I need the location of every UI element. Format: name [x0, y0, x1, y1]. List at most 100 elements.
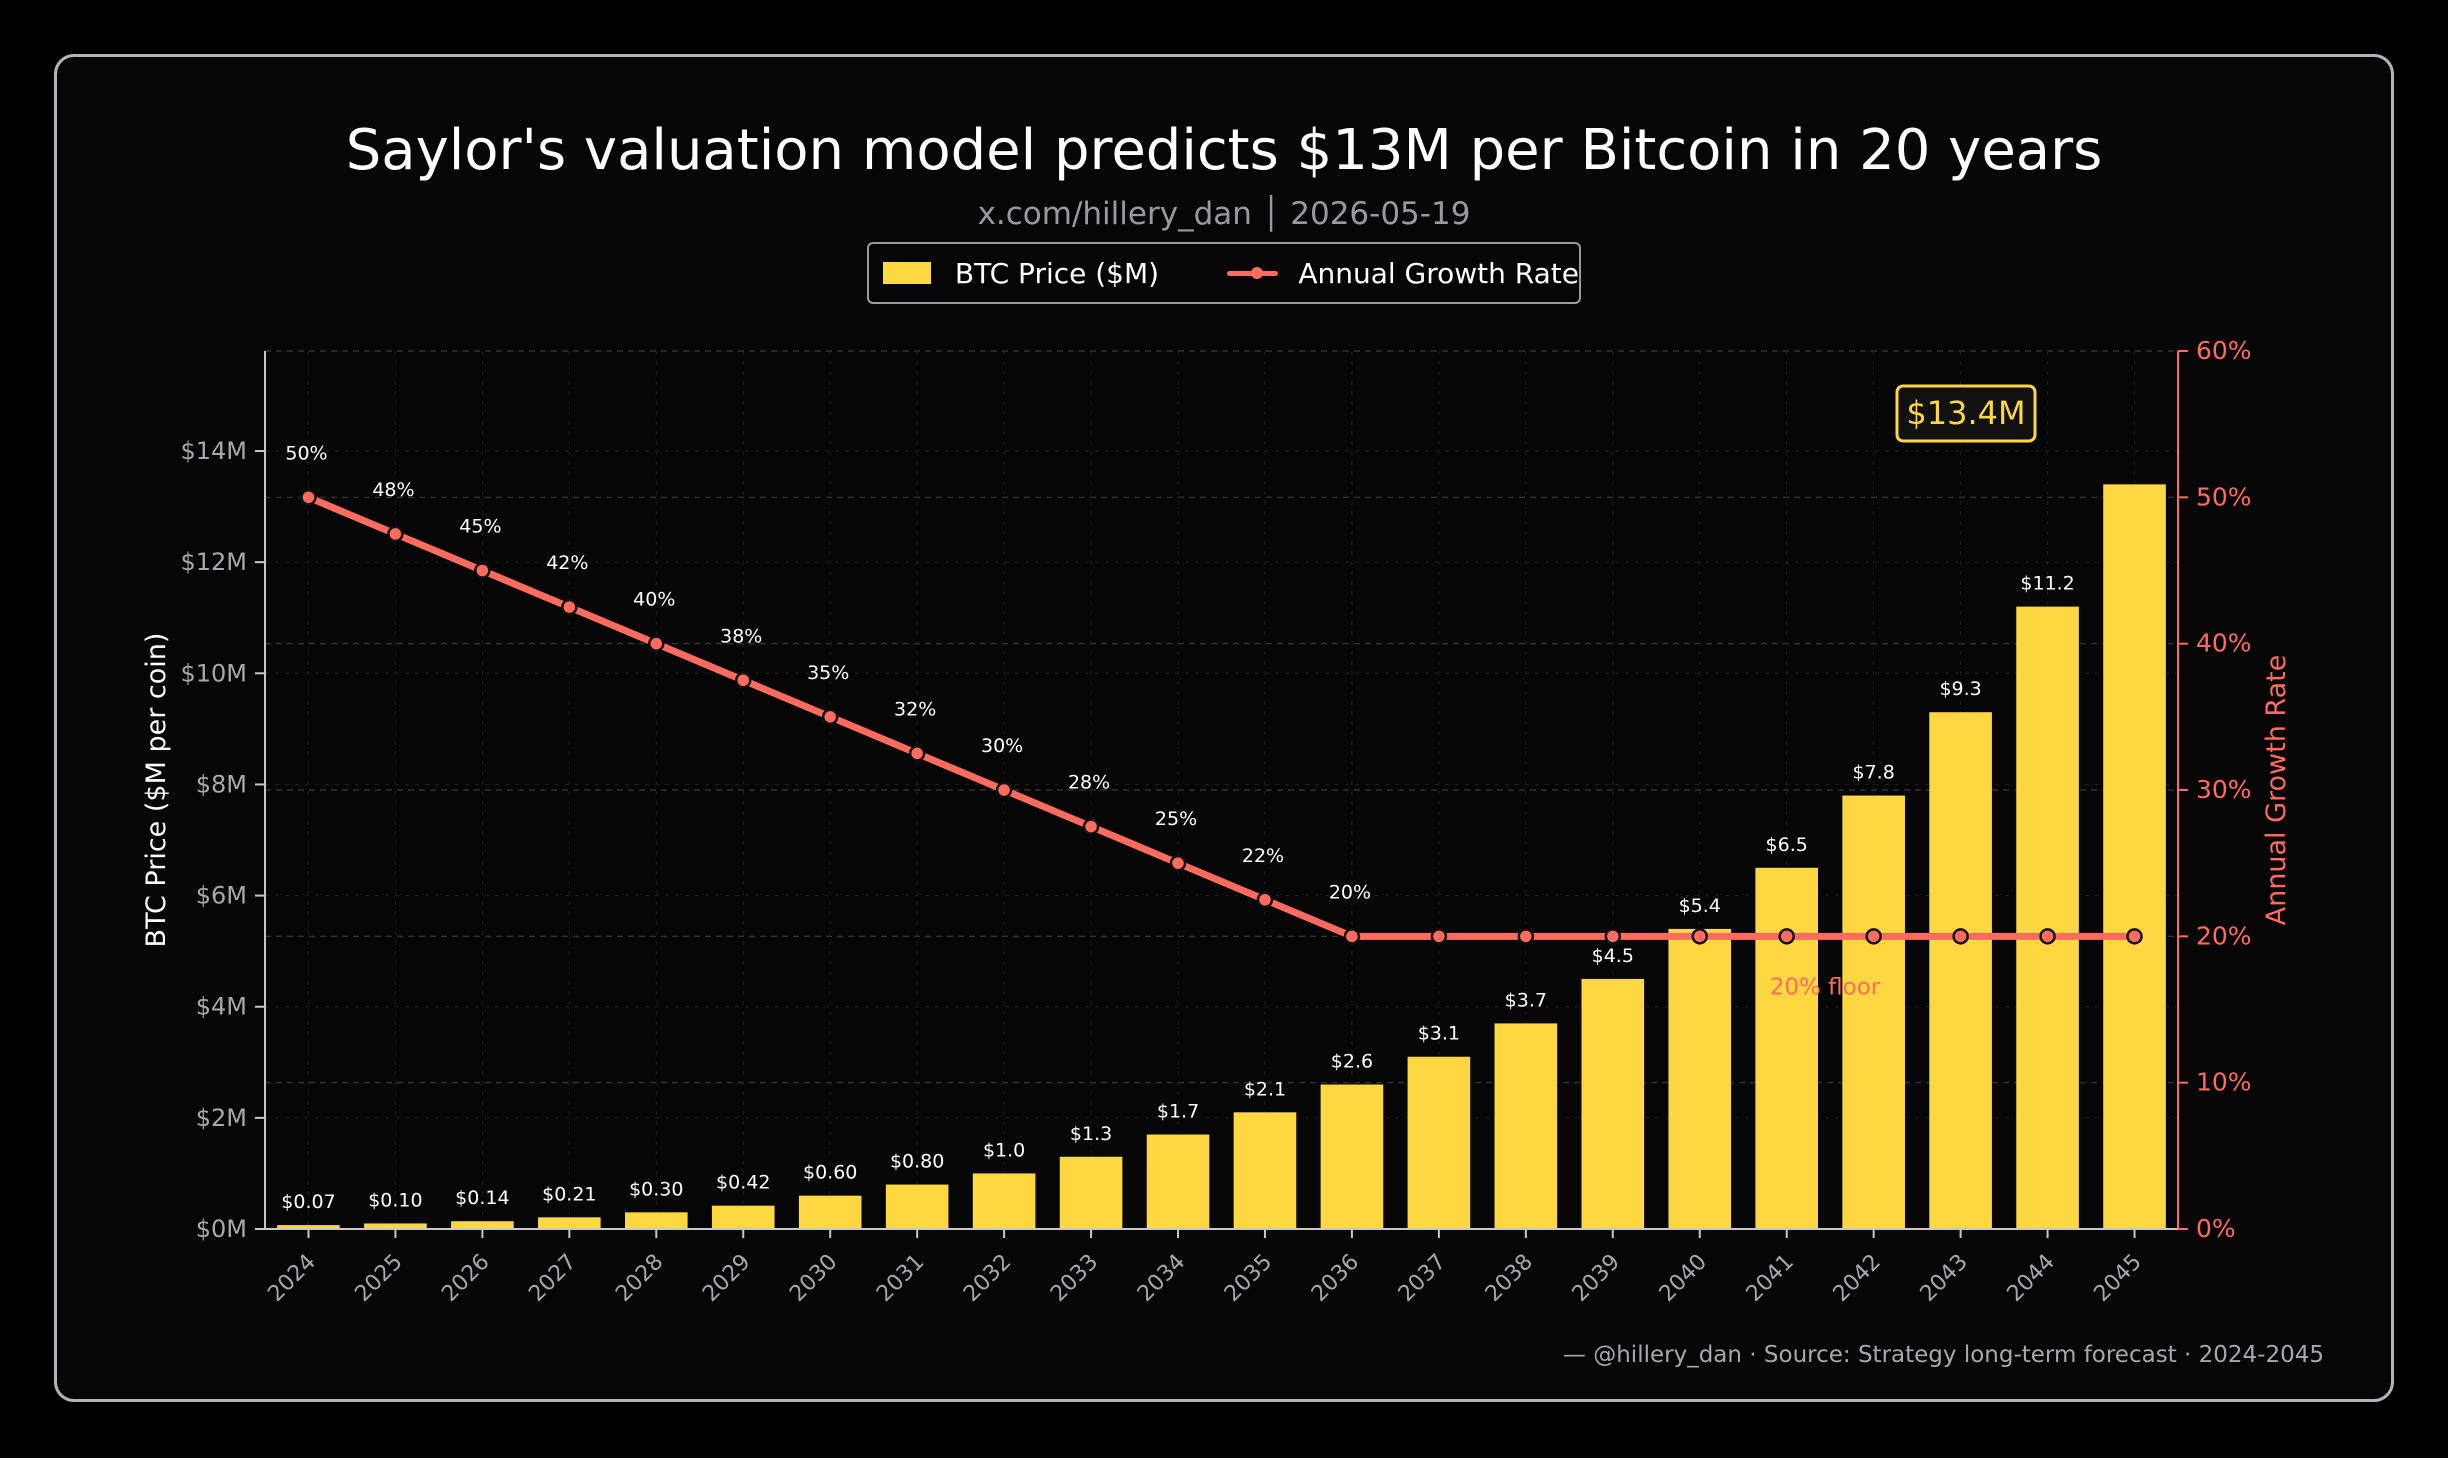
- price-bar-label-2025: $0.10: [368, 1189, 422, 1211]
- growth-rate-point-2036: [1343, 928, 1361, 945]
- y-tick-label-left-5: $10M: [180, 659, 247, 687]
- price-bar-label-2027: $0.21: [542, 1183, 596, 1205]
- price-bar-label-2026: $0.14: [455, 1187, 509, 1209]
- price-bar-2045: [2103, 484, 2166, 1230]
- price-bar-label-2030: $0.60: [803, 1162, 857, 1184]
- x-tick-label-2036: 2036: [1307, 1250, 1364, 1307]
- y-tick-label-right-0: 0%: [2196, 1214, 2236, 1243]
- x-tick-label-2038: 2038: [1481, 1250, 1538, 1307]
- price-bar-2038: [1494, 1023, 1558, 1229]
- price-bar-2040: [1668, 928, 1732, 1229]
- growth-rate-point-2025: [387, 525, 404, 543]
- price-bar-2025: [364, 1223, 427, 1229]
- legend-bar-swatch: [883, 262, 931, 284]
- y-tick-label-right-1: 10%: [2196, 1068, 2252, 1097]
- growth-rate-point-2040: [1691, 928, 1708, 945]
- price-bar-label-2043: $9.3: [1939, 678, 1981, 700]
- price-bar-2028: [624, 1212, 688, 1229]
- x-tick-label-2024: 2024: [263, 1250, 320, 1307]
- growth-rate-point-2043: [1952, 928, 1969, 945]
- price-bar-label-2044: $11.2: [2020, 573, 2074, 595]
- price-bar-label-2028: $0.30: [629, 1178, 683, 1200]
- y-tick-label-right-2: 20%: [2196, 921, 2252, 950]
- floor-annotation: 20% floor: [1770, 974, 1881, 1000]
- price-bar-2042: [1842, 795, 1905, 1229]
- y-tick-label-left-1: $2M: [196, 1104, 247, 1132]
- growth-rate-label-2025: 48%: [372, 479, 414, 501]
- price-bar-label-2035: $2.1: [1244, 1078, 1286, 1100]
- x-tick-label-2044: 2044: [2003, 1250, 2060, 1307]
- x-tick-label-2033: 2033: [1046, 1250, 1103, 1307]
- price-bar-2035: [1233, 1112, 1297, 1229]
- y-tick-label-right-4: 40%: [2196, 629, 2252, 658]
- price-bar-2041: [1755, 867, 1819, 1229]
- growth-rate-point-2037: [1430, 928, 1448, 945]
- growth-rate-label-2027: 42%: [546, 552, 588, 574]
- x-tick-label-2040: 2040: [1655, 1250, 1712, 1307]
- y-tick-label-left-3: $6M: [196, 882, 247, 910]
- price-bar-label-2029: $0.42: [716, 1172, 770, 1194]
- growth-rate-point-2031: [908, 745, 926, 762]
- x-tick-label-2028: 2028: [611, 1250, 668, 1307]
- legend-label-price: BTC Price ($M): [954, 256, 1160, 290]
- price-bar-label-2024: $0.07: [281, 1191, 335, 1213]
- price-bar-label-2036: $2.6: [1331, 1051, 1373, 1073]
- growth-rate-point-2038: [1517, 928, 1535, 945]
- growth-rate-label-2036: 20%: [1329, 881, 1371, 903]
- peak-callout-label: $13.4M: [1906, 394, 2025, 432]
- growth-rate-label-2028: 40%: [633, 589, 675, 611]
- growth-rate-label-2030: 35%: [807, 662, 849, 684]
- price-bar-2043: [1929, 712, 1992, 1229]
- growth-rate-point-2041: [1778, 928, 1795, 945]
- growth-rate-label-2026: 45%: [459, 516, 501, 538]
- x-tick-label-2032: 2032: [959, 1250, 1016, 1307]
- y-tick-label-right-3: 30%: [2196, 775, 2252, 804]
- chart-subtitle: x.com/hillery_dan │ 2026-05-19: [977, 196, 1471, 232]
- price-bar-2039: [1581, 978, 1645, 1229]
- price-bar-label-2033: $1.3: [1070, 1123, 1112, 1145]
- price-bar-2030: [798, 1195, 862, 1229]
- x-tick-label-2029: 2029: [698, 1250, 755, 1307]
- x-tick-label-2025: 2025: [350, 1250, 407, 1307]
- growth-rate-point-2045: [2126, 928, 2143, 945]
- y-axis-title-left: BTC Price ($M per coin): [141, 633, 172, 948]
- legend-label-growth: Annual Growth Rate: [1298, 256, 1579, 290]
- growth-rate-label-2034: 25%: [1155, 808, 1197, 830]
- y-tick-label-right-5: 50%: [2196, 482, 2252, 511]
- growth-rate-point-2033: [1082, 818, 1100, 835]
- peak-callout-box: [1895, 384, 2037, 443]
- price-bar-2036: [1320, 1084, 1384, 1229]
- growth-rate-point-2034: [1169, 854, 1187, 872]
- y-tick-label-left-7: $14M: [180, 437, 247, 465]
- x-tick-label-2034: 2034: [1133, 1250, 1190, 1307]
- price-bar-2044: [2016, 606, 2079, 1229]
- x-tick-label-2031: 2031: [872, 1250, 929, 1307]
- chart-legend: BTC Price ($M) Annual Growth Rate: [867, 242, 1581, 304]
- price-bar-2031: [885, 1184, 949, 1229]
- growth-rate-label-2033: 28%: [1068, 772, 1110, 794]
- x-tick-label-2027: 2027: [524, 1250, 581, 1307]
- growth-rate-label-2024: 50%: [285, 442, 327, 464]
- chart-footer: — @hillery_dan · Source: Strategy long-t…: [1562, 1342, 2324, 1368]
- price-bar-2037: [1407, 1056, 1471, 1229]
- price-bar-2029: [711, 1205, 775, 1229]
- y-tick-label-left-6: $12M: [180, 548, 247, 576]
- price-bar-label-2040: $5.4: [1679, 895, 1721, 917]
- growth-rate-point-2035: [1256, 891, 1274, 908]
- y-tick-label-left-2: $4M: [196, 993, 247, 1021]
- growth-rate-label-2032: 30%: [981, 735, 1023, 757]
- growth-rate-point-2024: [300, 489, 317, 506]
- price-bar-2033: [1059, 1156, 1123, 1229]
- price-bar-label-2031: $0.80: [890, 1151, 944, 1173]
- x-tick-label-2037: 2037: [1394, 1250, 1451, 1307]
- price-bar-label-2041: $6.5: [1766, 834, 1808, 856]
- x-tick-label-2041: 2041: [1742, 1250, 1799, 1307]
- growth-rate-line: [304, 493, 2139, 940]
- price-bar-label-2037: $3.1: [1418, 1023, 1460, 1045]
- legend-line-swatch: [1227, 262, 1279, 284]
- y-axis-title-right: Annual Growth Rate: [2261, 655, 2292, 926]
- x-tick-label-2030: 2030: [785, 1250, 842, 1307]
- x-tick-label-2039: 2039: [1568, 1250, 1625, 1307]
- price-bar-label-2038: $3.7: [1505, 989, 1547, 1011]
- growth-rate-point-2028: [648, 635, 665, 652]
